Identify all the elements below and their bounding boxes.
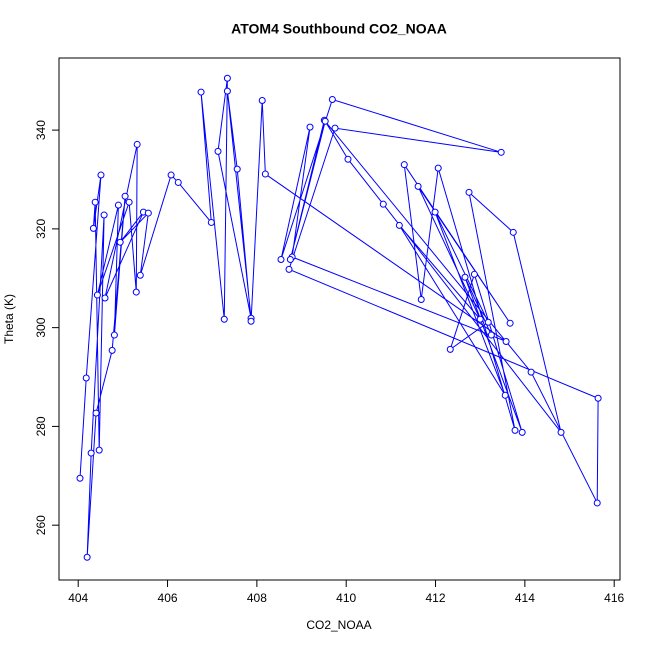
x-tick-label: 416 [604,591,624,605]
data-point [431,208,439,216]
y-tick-label: 280 [34,416,48,436]
data-point [446,345,454,353]
data-point [95,446,103,454]
data-point [509,228,517,236]
data-point [121,192,129,200]
data-point [594,394,602,402]
data-point [306,123,314,131]
data-point [321,117,329,125]
data-point [136,271,144,279]
x-tick-label: 408 [247,591,267,605]
data-point [132,288,140,296]
data-point [527,368,535,376]
data-point [465,188,473,196]
data-point [417,295,425,303]
data-point [92,409,100,417]
data-point [91,198,99,206]
data-point [261,170,269,178]
data-point [197,88,205,96]
data-point [101,294,109,302]
data-point [100,211,108,219]
data-point [484,318,492,326]
data-point [506,319,514,327]
x-tick-label: 406 [158,591,178,605]
data-point [400,161,408,169]
data-point [285,265,293,273]
data-point [461,273,469,281]
data-point [395,221,403,229]
data-point [110,331,118,339]
data-point [223,74,231,82]
data-point [82,374,90,382]
data-point [83,553,91,561]
data-point [223,87,231,95]
x-axis-label: CO2_NOAA [306,618,371,632]
y-axis-label: Theta (K) [2,294,16,344]
data-point [476,315,484,323]
data-point [116,238,124,246]
data-point [277,255,285,263]
data-point [89,224,97,232]
data-point [414,182,422,190]
data-point [108,346,116,354]
data-point [76,474,84,482]
y-tick-label: 320 [34,219,48,239]
data-point [97,171,105,179]
data-point [207,218,215,226]
data-point [379,200,387,208]
data-point [286,255,294,263]
y-tick-label: 300 [34,317,48,337]
data-point [167,171,175,179]
x-tick-label: 414 [515,591,535,605]
y-tick-label: 260 [34,515,48,535]
y-tick-label: 340 [34,120,48,140]
data-point [114,201,122,209]
data-point [133,140,141,148]
data-point [470,270,478,278]
data-point [434,164,442,172]
x-tick-label: 410 [336,591,356,605]
data-point [328,95,336,103]
chart-title: ATOM4 Southbound CO2_NOAA [231,21,447,37]
plot-frame [58,57,621,581]
data-point [487,331,495,339]
data-point [87,449,95,457]
data-point [557,428,565,436]
data-point [593,499,601,507]
x-tick-label: 404 [68,591,88,605]
data-point [233,165,241,173]
data-point [125,198,133,206]
data-point [502,337,510,345]
data-point [497,148,505,156]
data-point [344,155,352,163]
data-point [501,391,509,399]
data-point [214,147,222,155]
data-point [174,178,182,186]
data-point [220,315,228,323]
data-point [511,426,519,434]
data-line [79,78,599,558]
x-tick-label: 412 [426,591,446,605]
data-point [144,209,152,217]
data-point [93,291,101,299]
data-point [518,428,526,436]
data-point [247,317,255,325]
data-point [331,124,339,132]
data-point [258,96,266,104]
